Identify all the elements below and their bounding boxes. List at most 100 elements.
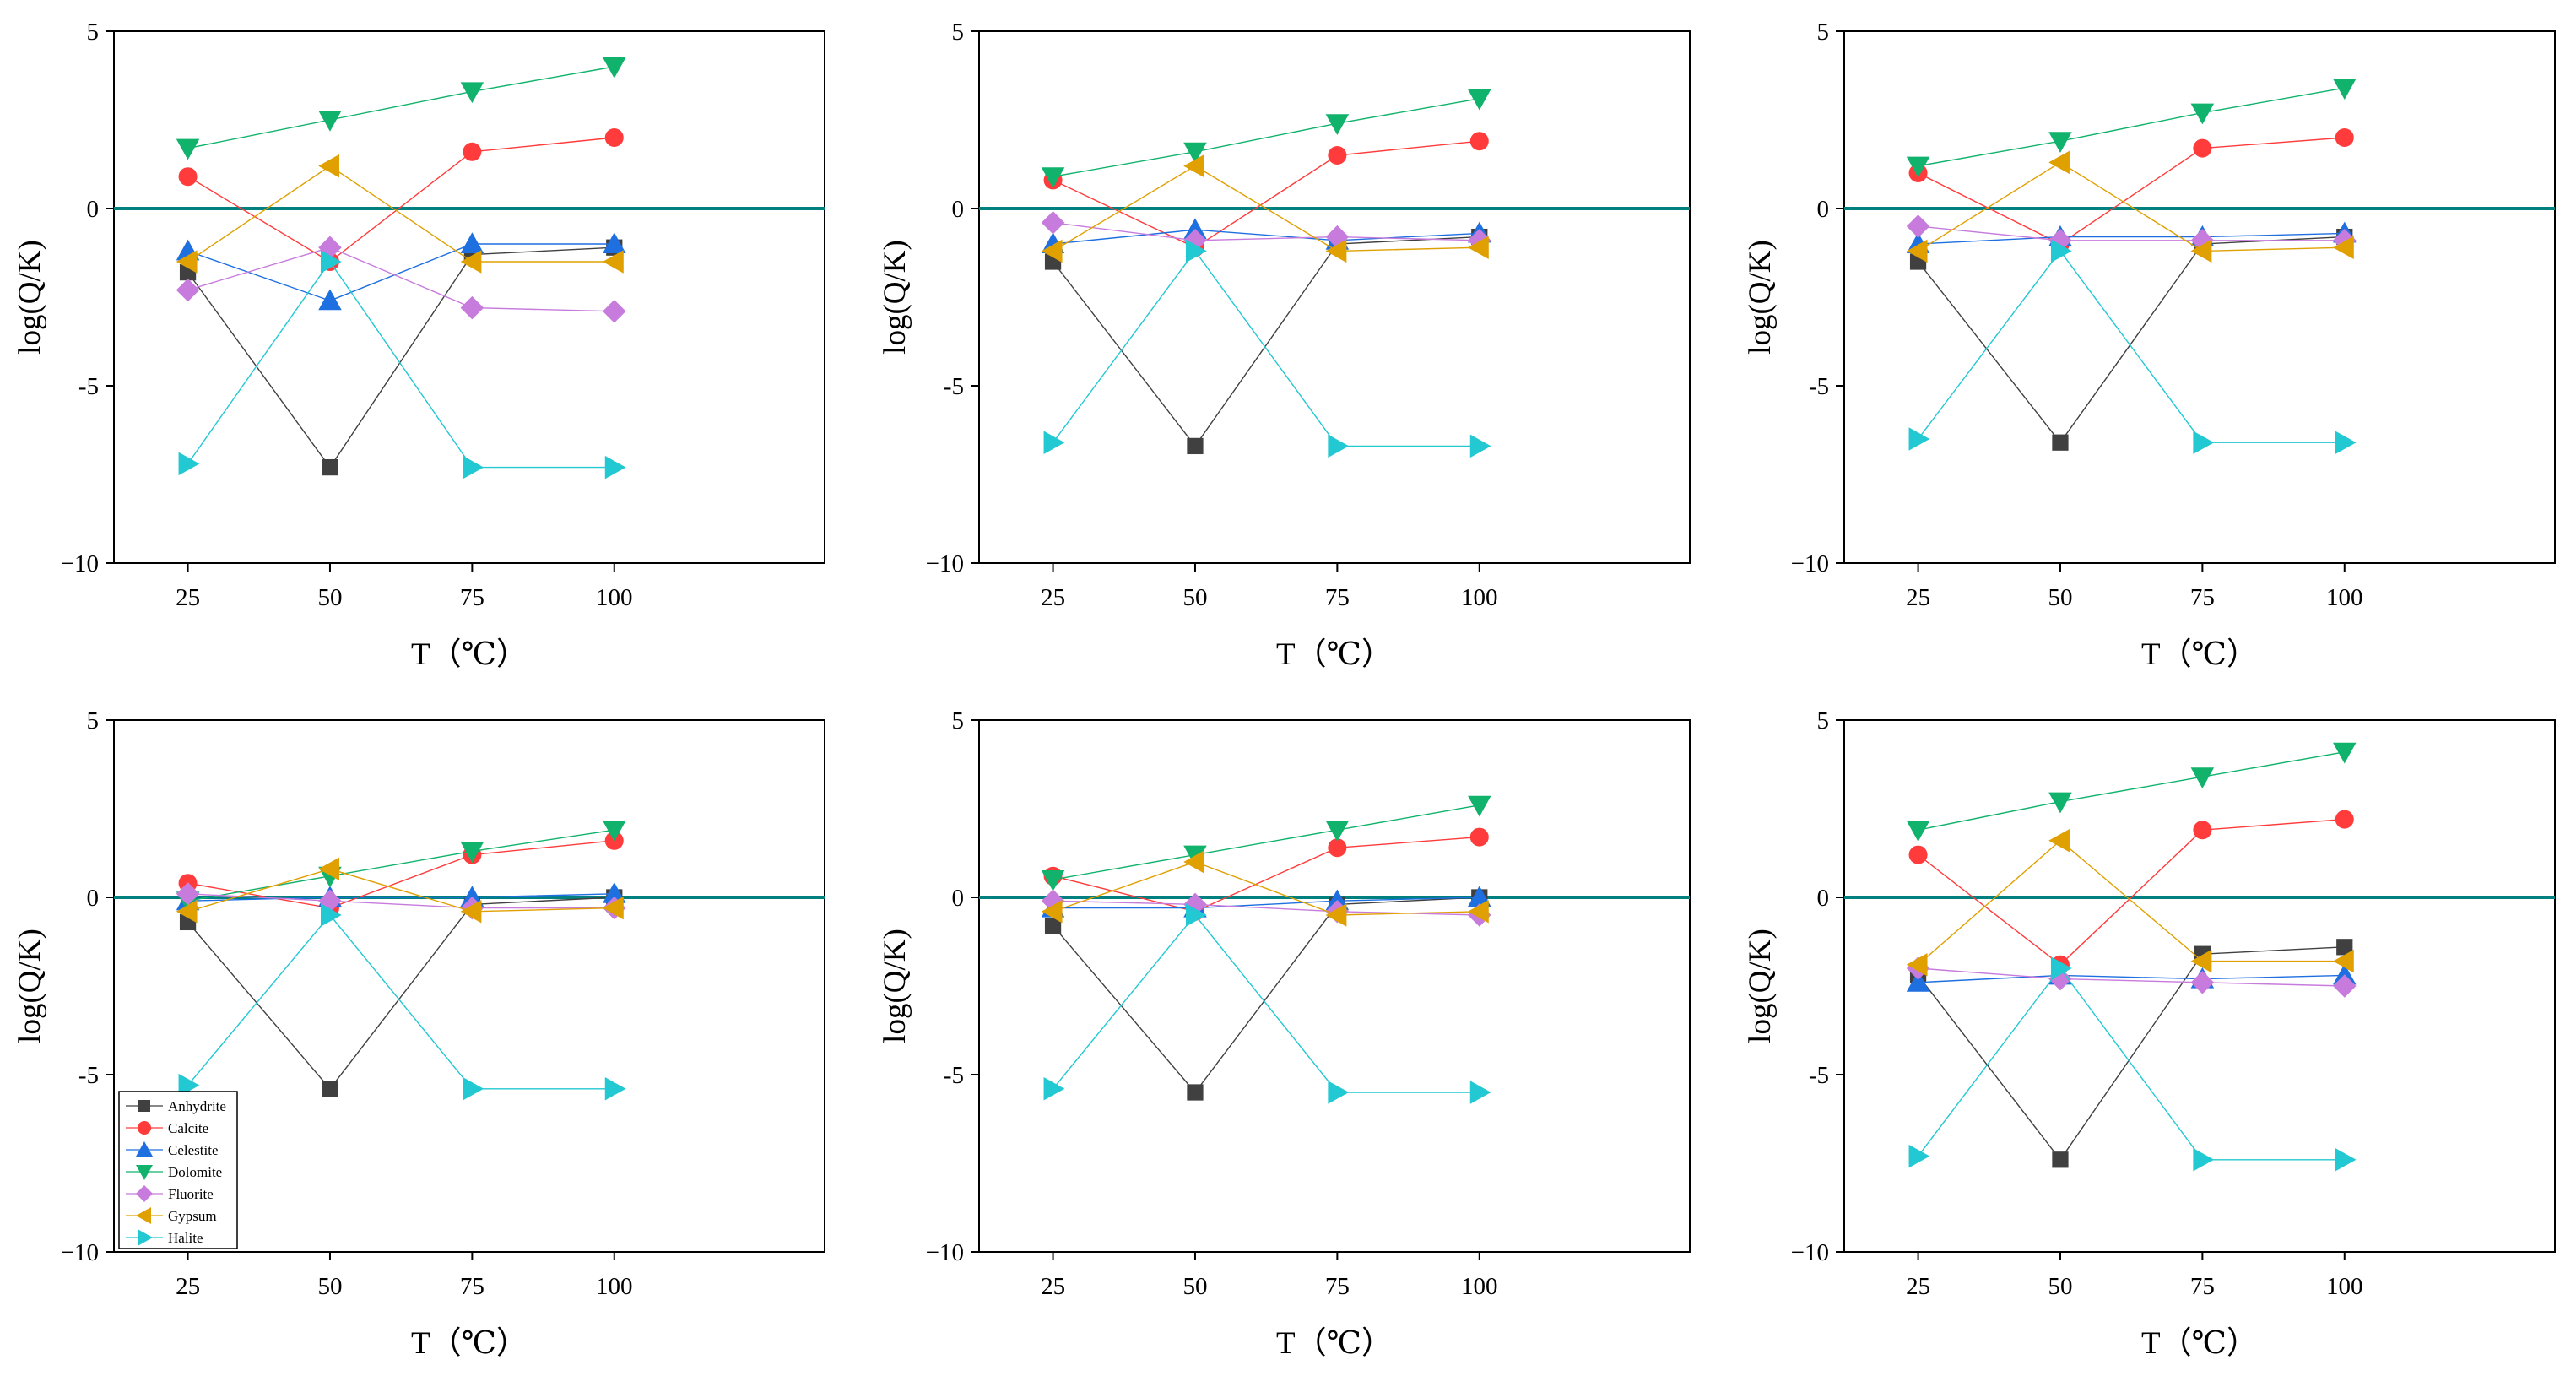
series-line-calcite (187, 137, 614, 263)
plot-frame (978, 719, 1691, 1253)
data-point-gypsum (460, 250, 482, 274)
data-point-dolomite (1041, 167, 1065, 188)
data-point-halite (463, 455, 484, 479)
x-tick-label: 100 (1461, 584, 1498, 611)
data-point-celestite (1325, 889, 1350, 911)
series-celestite (176, 232, 626, 311)
series-gypsum (1041, 154, 1489, 263)
series-halite (1908, 239, 2357, 454)
y-axis-label: log(Q/K) (1743, 929, 1778, 1043)
series-line-fluorite (1918, 225, 2345, 241)
series-anhydrite (1044, 228, 1488, 455)
data-point-calcite (463, 142, 482, 161)
data-point-dolomite (2333, 742, 2357, 764)
data-point-fluorite (176, 278, 200, 302)
y-tick-label: -5 (944, 373, 964, 400)
y-tick-label: −10 (61, 550, 99, 577)
data-point-halite (2335, 1148, 2357, 1172)
data-point-gypsum (318, 154, 339, 178)
series-fluorite (176, 882, 626, 920)
x-tick-label: 25 (176, 584, 200, 611)
data-point-calcite (2193, 138, 2212, 158)
data-point-fluorite (460, 295, 484, 320)
legend-label-calcite: Calcite (168, 1120, 208, 1136)
data-point-gypsum (176, 900, 198, 924)
data-point-gypsum (2190, 239, 2212, 263)
legend-label-dolomite: Dolomite (168, 1164, 222, 1180)
series-gypsum (1906, 829, 2354, 977)
data-point-halite (1043, 1077, 1065, 1101)
data-point-dolomite (1906, 821, 1930, 842)
data-point-dolomite (460, 842, 484, 864)
series-halite (1043, 239, 1491, 458)
series-line-dolomite (1918, 87, 2345, 167)
x-axis-label: T（℃） (411, 1326, 528, 1361)
data-point-halite (2050, 956, 2072, 980)
data-point-halite (2193, 431, 2215, 454)
data-point-celestite (318, 289, 342, 311)
y-tick-label: -5 (1809, 1062, 1829, 1089)
data-point-fluorite (603, 300, 626, 323)
data-point-anhydrite (2052, 1151, 2069, 1168)
series-line-calcite (187, 840, 614, 909)
data-point-halite (604, 455, 626, 479)
data-point-anhydrite (2052, 434, 2069, 451)
series-line-calcite (1053, 140, 1480, 248)
x-tick-label: 75 (2190, 584, 2215, 611)
y-tick-label: 5 (952, 19, 965, 46)
series-line-gypsum (1918, 161, 2345, 252)
y-tick-label: 5 (952, 707, 965, 734)
x-tick-label: 75 (1325, 1273, 1350, 1300)
series-anhydrite (179, 889, 623, 1097)
y-tick-label: −10 (1791, 1239, 1829, 1266)
data-point-gypsum (1183, 850, 1204, 874)
legend-marker-calcite (138, 1121, 151, 1135)
data-point-halite (1908, 427, 1930, 451)
legend-label-celestite: Celestite (168, 1142, 218, 1158)
series-halite (1908, 956, 2357, 1172)
data-point-halite (1908, 1144, 1930, 1168)
y-tick-label: -5 (78, 373, 99, 400)
legend-marker-fluorite (136, 1185, 153, 1202)
data-point-halite (320, 250, 342, 274)
series-line-calcite (1918, 137, 2345, 245)
plot-frame (113, 719, 825, 1253)
data-point-calcite (1469, 827, 1489, 847)
data-point-halite (1469, 434, 1491, 458)
data-point-anhydrite (322, 458, 338, 476)
data-point-gypsum (460, 900, 482, 924)
y-axis-label: log(Q/K) (878, 929, 912, 1043)
series-anhydrite (179, 239, 623, 476)
legend-marker-dolomite (136, 1165, 153, 1180)
series-line-gypsum (187, 868, 614, 913)
data-point-dolomite (1041, 870, 1065, 891)
y-tick-label: 0 (1817, 885, 1830, 912)
series-line-celestite (187, 893, 614, 902)
series-fluorite (176, 236, 626, 323)
y-tick-label: 0 (1817, 196, 1830, 223)
x-tick-label: 100 (2326, 1273, 2363, 1300)
data-point-calcite (2193, 821, 2212, 840)
chart-panel-6: −10 -5 0 5 25 50 75 100 T（℃） log(Q/K) (1743, 707, 2556, 1361)
series-line-gypsum (1918, 839, 2345, 966)
series-dolomite (1906, 742, 2357, 842)
data-point-celestite (603, 232, 626, 253)
y-tick-label: −10 (1791, 550, 1829, 577)
series-celestite (1906, 963, 2357, 992)
legend-label-anhydrite: Anhydrite (168, 1098, 226, 1114)
y-tick-label: 5 (1817, 19, 1830, 46)
series-anhydrite (1044, 889, 1488, 1101)
data-point-anhydrite (1187, 1084, 1204, 1101)
data-point-gypsum (603, 896, 624, 920)
chart-panel-4: −10 -5 0 5 25 50 75 100 T（℃） log(Q/K) Anhydrite Cal… (13, 707, 825, 1361)
y-tick-label: 5 (87, 707, 100, 734)
legend-marker-gypsum (136, 1207, 151, 1224)
data-point-gypsum (2333, 236, 2354, 259)
y-tick-label: 0 (952, 885, 965, 912)
y-tick-label: 0 (952, 196, 965, 223)
data-point-gypsum (1906, 953, 1928, 977)
series-line-halite (187, 260, 614, 469)
data-point-halite (320, 903, 342, 927)
x-axis-label: T（℃） (1276, 1326, 1393, 1361)
x-axis-label: T（℃） (1276, 637, 1393, 672)
